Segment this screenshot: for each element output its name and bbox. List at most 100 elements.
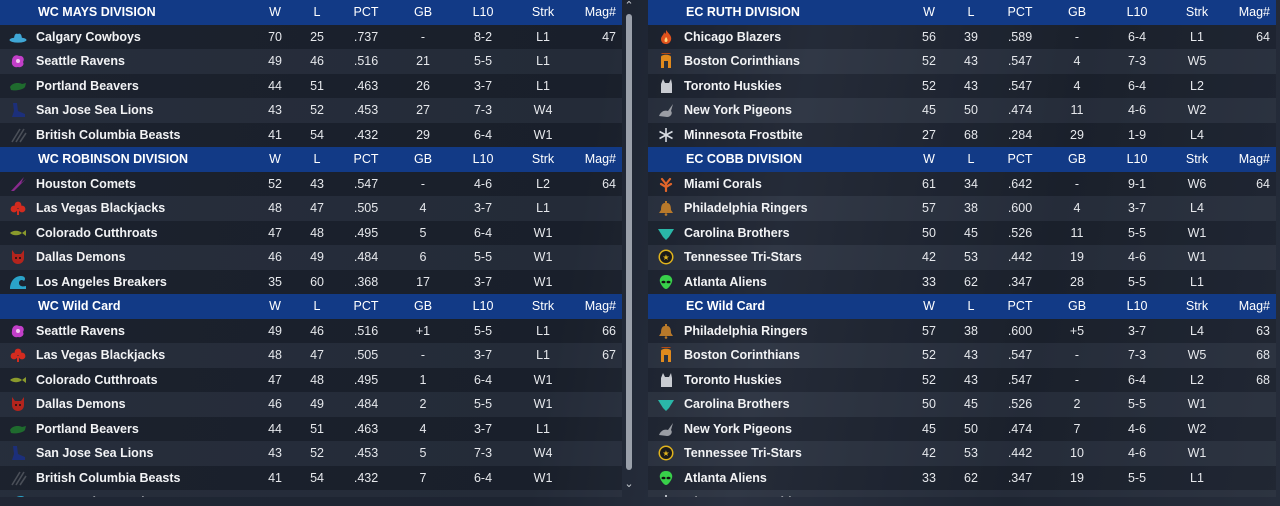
- table-row[interactable]: Dallas Demons 46 49 .484 2 5-5 W1: [0, 392, 622, 417]
- table-row[interactable]: Boston Corinthians 52 43 .547 - 7-3 W5 68: [648, 343, 1276, 368]
- table-row[interactable]: Chicago Blazers 56 39 .589 - 6-4 L1 64: [648, 24, 1276, 49]
- table-row[interactable]: Philadelphia Ringers 57 38 .600 +5 3-7 L4 63: [648, 318, 1276, 343]
- team-logo: [0, 172, 36, 197]
- losses: 48: [310, 372, 324, 387]
- table-row[interactable]: Boston Corinthians 52 43 .547 4 7-3 W5: [648, 49, 1276, 74]
- table-row[interactable]: Atlanta Aliens 33 62 .347 28 5-5 L1: [648, 269, 1276, 294]
- team-name-link[interactable]: New York Pigeons: [684, 421, 792, 436]
- team-name-link[interactable]: Dallas Demons: [36, 250, 126, 265]
- wins: 42: [922, 250, 936, 265]
- team-name-link[interactable]: Seattle Ravens: [36, 54, 125, 69]
- team-name-link[interactable]: New York Pigeons: [684, 103, 792, 118]
- table-row[interactable]: British Columbia Beasts 41 54 .432 29 6-4 W1: [0, 122, 622, 147]
- team-name-link[interactable]: Atlanta Aliens: [684, 274, 767, 289]
- scroll-down-icon[interactable]: ⌄: [624, 478, 634, 490]
- team-name-link[interactable]: Boston Corinthians: [684, 348, 800, 363]
- table-row[interactable]: ★ Tennessee Tri-Stars 42 53 .442 19 4-6 W1: [648, 245, 1276, 270]
- team-name-link[interactable]: Boston Corinthians: [684, 54, 800, 69]
- table-row[interactable]: San Jose Sea Lions 43 52 .453 27 7-3 W4: [0, 98, 622, 123]
- magic-number: 66: [602, 323, 617, 338]
- table-row[interactable]: Seattle Ravens 49 46 .516 21 5-5 L1: [0, 49, 622, 74]
- magic-number: 64: [1256, 176, 1270, 191]
- table-row[interactable]: ★ Tennessee Tri-Stars 42 53 .442 10 4-6 W1: [648, 441, 1276, 466]
- table-row[interactable]: Portland Beavers 44 51 .463 4 3-7 L1: [0, 416, 622, 441]
- scrollbar[interactable]: ⌃ ⌄: [622, 0, 636, 497]
- table-row[interactable]: Calgary Cowboys 70 25 .737 - 8-2 L1 47: [0, 24, 622, 49]
- alien-icon: [657, 274, 675, 290]
- team-name-link[interactable]: Carolina Brothers: [684, 397, 790, 412]
- streak: W2: [1187, 103, 1207, 118]
- magic-number: 68: [1256, 372, 1270, 387]
- team-logo: [0, 490, 36, 497]
- team-name-link[interactable]: Philadelphia Ringers: [684, 323, 808, 338]
- coral-icon: [657, 176, 675, 192]
- team-name-link[interactable]: British Columbia Beasts: [36, 127, 181, 142]
- table-row[interactable]: San Jose Sea Lions 43 52 .453 5 7-3 W4: [0, 441, 622, 466]
- last-ten: 3-7: [473, 274, 493, 289]
- table-row[interactable]: Miami Corals 61 34 .642 - 9-1 W6 64: [648, 171, 1276, 197]
- table-row[interactable]: Colorado Cutthroats 47 48 .495 1 6-4 W1: [0, 367, 622, 392]
- table-row[interactable]: Los Angeles Breakers 35 60 .368 17 3-7 W1: [0, 269, 622, 294]
- team-name-link[interactable]: Tennessee Tri-Stars: [684, 446, 802, 461]
- table-row[interactable]: Houston Comets 52 43 .547 - 4-6 L2 64: [0, 171, 622, 197]
- scrollbar-thumb[interactable]: [626, 14, 632, 470]
- team-name-link[interactable]: Toronto Huskies: [684, 372, 782, 387]
- table-row[interactable]: Minnesota Frostbite 27 68 .284 29 1-9 L4: [648, 122, 1276, 147]
- team-name-link[interactable]: Toronto Huskies: [684, 78, 782, 93]
- streak: L1: [536, 348, 550, 363]
- team-logo: [648, 172, 684, 197]
- losses: 43: [310, 176, 324, 191]
- table-row[interactable]: Toronto Huskies 52 43 .547 - 6-4 L2 68: [648, 367, 1276, 392]
- team-name-link[interactable]: Dallas Demons: [36, 397, 126, 412]
- team-name-link[interactable]: Atlanta Aliens: [684, 470, 767, 485]
- table-row[interactable]: Las Vegas Blackjacks 48 47 .505 4 3-7 L1: [0, 196, 622, 221]
- table-row[interactable]: Portland Beavers 44 51 .463 26 3-7 L1: [0, 73, 622, 98]
- losses: 68: [952, 490, 990, 497]
- team-name-link[interactable]: Colorado Cutthroats: [36, 372, 158, 387]
- team-name-link[interactable]: Miami Corals: [684, 176, 762, 191]
- table-row[interactable]: Colorado Cutthroats 47 48 .495 5 6-4 W1: [0, 220, 622, 245]
- table-row[interactable]: British Columbia Beasts 41 54 .432 7 6-4 W1: [0, 465, 622, 491]
- table-row[interactable]: Carolina Brothers 50 45 .526 11 5-5 W1: [648, 220, 1276, 246]
- team-name-link[interactable]: Portland Beavers: [36, 78, 139, 93]
- table-row[interactable]: New York Pigeons 45 50 .474 11 4-6 W2: [648, 98, 1276, 123]
- husky-icon: [657, 372, 675, 388]
- team-name-link[interactable]: Las Vegas Blackjacks: [36, 201, 166, 216]
- team-name-link[interactable]: Colorado Cutthroats: [36, 225, 158, 240]
- table-row[interactable]: Carolina Brothers 50 45 .526 2 5-5 W1: [648, 392, 1276, 417]
- table-row[interactable]: Philadelphia Ringers 57 38 .600 4 3-7 L4: [648, 196, 1276, 221]
- team-name-link[interactable]: San Jose Sea Lions: [36, 446, 154, 461]
- team-name-link[interactable]: Los Angeles Breakers: [36, 490, 252, 497]
- team-name-link[interactable]: Tennessee Tri-Stars: [684, 250, 802, 265]
- magic-number: [570, 466, 622, 491]
- table-row[interactable]: Atlanta Aliens 33 62 .347 19 5-5 L1: [648, 465, 1276, 490]
- team-name-link[interactable]: Houston Comets: [36, 176, 136, 191]
- team-name-link[interactable]: San Jose Sea Lions: [36, 103, 154, 118]
- team-name-link[interactable]: British Columbia Beasts: [36, 470, 181, 485]
- team-logo: [648, 221, 684, 246]
- team-name-link[interactable]: Los Angeles Breakers: [36, 274, 167, 289]
- team-name-link[interactable]: Seattle Ravens: [36, 323, 125, 338]
- team-name-link[interactable]: Portland Beavers: [36, 421, 139, 436]
- table-row[interactable]: Seattle Ravens 49 46 .516 +1 5-5 L1 66: [0, 318, 622, 343]
- losses: 34: [964, 176, 978, 191]
- team-name-link[interactable]: Philadelphia Ringers: [684, 201, 808, 216]
- team-name-link[interactable]: Calgary Cowboys: [36, 29, 141, 44]
- table-row[interactable]: Toronto Huskies 52 43 .547 4 6-4 L2: [648, 73, 1276, 98]
- table-row[interactable]: Dallas Demons 46 49 .484 6 5-5 W1: [0, 245, 622, 270]
- team-name-link[interactable]: Las Vegas Blackjacks: [36, 348, 166, 363]
- last-ten: 4-6: [1127, 250, 1147, 265]
- team-name-link[interactable]: Chicago Blazers: [684, 29, 782, 44]
- table-row[interactable]: New York Pigeons 45 50 .474 7 4-6 W2: [648, 416, 1276, 441]
- games-behind: +1: [415, 323, 431, 338]
- win-pct: .432: [353, 470, 379, 485]
- win-pct: .642: [1007, 176, 1033, 191]
- table-row[interactable]: Las Vegas Blackjacks 48 47 .505 - 3-7 L1 67: [0, 343, 622, 368]
- team-name-link[interactable]: Minnesota Frostbite: [684, 490, 906, 497]
- team-name-link[interactable]: Carolina Brothers: [684, 225, 790, 240]
- scroll-up-icon[interactable]: ⌃: [624, 0, 634, 12]
- team-name-link[interactable]: Minnesota Frostbite: [684, 127, 803, 142]
- standings-table-right: EC RUTH DIVISION W L PCT GB L10 Strk Mag# Chicag…: [648, 0, 1276, 497]
